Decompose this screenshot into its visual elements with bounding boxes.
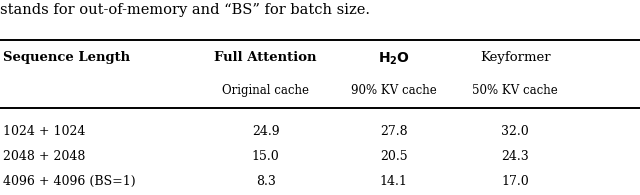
- Text: 50% KV cache: 50% KV cache: [472, 84, 558, 97]
- Text: 8.3: 8.3: [255, 175, 276, 188]
- Text: Keyformer: Keyformer: [480, 51, 550, 64]
- Text: 24.3: 24.3: [501, 150, 529, 163]
- Text: 14.1: 14.1: [380, 175, 408, 188]
- Text: 90% KV cache: 90% KV cache: [351, 84, 436, 97]
- Text: 1024 + 1024: 1024 + 1024: [3, 125, 86, 138]
- Text: Sequence Length: Sequence Length: [3, 51, 131, 64]
- Text: 24.9: 24.9: [252, 125, 280, 138]
- Text: 17.0: 17.0: [501, 175, 529, 188]
- Text: 27.8: 27.8: [380, 125, 408, 138]
- Text: Full Attention: Full Attention: [214, 51, 317, 64]
- Text: 2048 + 2048: 2048 + 2048: [3, 150, 86, 163]
- Text: 4096 + 4096 (BS=1): 4096 + 4096 (BS=1): [3, 175, 136, 188]
- Text: 32.0: 32.0: [501, 125, 529, 138]
- Text: Original cache: Original cache: [222, 84, 309, 97]
- Text: stands for out-of-memory and “BS” for batch size.: stands for out-of-memory and “BS” for ba…: [0, 3, 370, 17]
- Text: 15.0: 15.0: [252, 150, 280, 163]
- Text: 20.5: 20.5: [380, 150, 408, 163]
- Text: $\mathbf{H_2O}$: $\mathbf{H_2O}$: [378, 51, 410, 67]
